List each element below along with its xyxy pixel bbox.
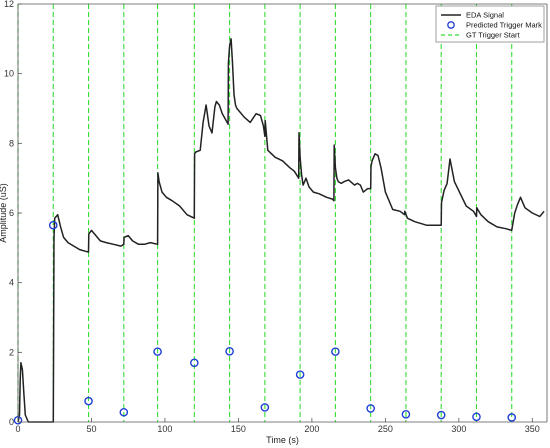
eda-signal-line — [17, 38, 545, 423]
eda-signal-layer — [17, 38, 545, 423]
legend: EDA Signal Predicted Trigger Mark GT Tri… — [435, 5, 545, 43]
x-tick-label: 300 — [451, 424, 466, 434]
x-tick-label: 350 — [525, 424, 540, 434]
y-tick-label: 0 — [9, 417, 14, 427]
x-tick-label: 0 — [15, 424, 20, 434]
x-tick-label: 200 — [304, 424, 319, 434]
y-tick-label: 6 — [9, 208, 14, 218]
legend-label-predicted-trigger: Predicted Trigger Mark — [466, 21, 542, 30]
x-tick-label: 100 — [157, 424, 172, 434]
predicted-trigger-marker — [331, 347, 340, 356]
y-tick-label: 2 — [9, 347, 14, 357]
predicted-trigger-marker — [48, 220, 58, 230]
predicted-trigger-marker — [119, 407, 129, 417]
predicted-trigger-marker — [366, 404, 375, 413]
legend-label-gt-trigger: GT Trigger Start — [466, 31, 521, 40]
y-tick-label: 4 — [9, 278, 14, 288]
x-axis-ticks: 0 50 100 150 200 250 300 350 — [15, 418, 540, 434]
predicted-trigger-marker — [260, 403, 270, 412]
predicted-trigger-marker — [153, 347, 162, 356]
predicted-trigger-marker — [507, 413, 517, 422]
x-tick-label: 150 — [231, 424, 246, 434]
predicted-trigger-marker — [295, 370, 305, 379]
y-axis-ticks: 0 2 4 6 8 10 12 — [4, 0, 22, 427]
y-tick-label: 10 — [4, 69, 14, 79]
predicted-trigger-marker — [225, 346, 234, 356]
x-axis-label: Time (s) — [266, 435, 299, 445]
predicted-trigger-marker — [84, 396, 93, 406]
predicted-trigger-marker — [190, 358, 199, 368]
legend-label-eda-signal: EDA Signal — [466, 11, 504, 20]
x-tick-label: 50 — [86, 424, 96, 434]
predicted-trigger-markers — [13, 220, 517, 425]
predicted-trigger-marker — [436, 410, 446, 420]
y-axis-label: Amplitude (uS) — [0, 183, 8, 243]
legend-swatch-predicted-trigger — [447, 21, 455, 29]
predicted-trigger-marker — [472, 412, 481, 422]
x-tick-label: 250 — [378, 424, 393, 434]
y-tick-label: 8 — [9, 138, 14, 148]
predicted-trigger-marker — [401, 410, 411, 419]
y-tick-label: 12 — [4, 0, 14, 9]
